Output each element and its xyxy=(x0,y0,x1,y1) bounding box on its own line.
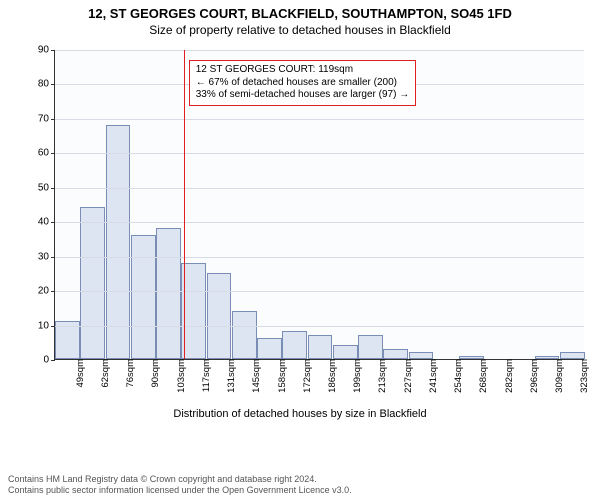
histogram-bar xyxy=(131,235,156,359)
y-tick-mark xyxy=(51,326,55,327)
histogram-bar xyxy=(80,207,105,359)
y-tick-mark xyxy=(51,188,55,189)
gridline xyxy=(55,188,584,189)
y-tick-mark xyxy=(51,153,55,154)
histogram-bar xyxy=(207,273,232,359)
reference-line xyxy=(184,50,185,359)
gridline xyxy=(55,119,584,120)
chart-title-main: 12, ST GEORGES COURT, BLACKFIELD, SOUTHA… xyxy=(0,6,600,21)
x-tick-label: 131sqm xyxy=(222,359,237,393)
gridline xyxy=(55,222,584,223)
x-tick-label: 158sqm xyxy=(273,359,288,393)
histogram-bar xyxy=(106,125,131,359)
x-tick-label: 117sqm xyxy=(197,359,212,392)
x-tick-label: 145sqm xyxy=(247,359,262,393)
y-tick-mark xyxy=(51,222,55,223)
annotation-line: ← 67% of detached houses are smaller (20… xyxy=(196,77,409,90)
gridline xyxy=(55,291,584,292)
footer-attribution: Contains HM Land Registry data © Crown c… xyxy=(8,474,592,497)
x-tick-label: 76sqm xyxy=(121,359,136,388)
chart-title-block: 12, ST GEORGES COURT, BLACKFIELD, SOUTHA… xyxy=(0,0,600,37)
y-tick-mark xyxy=(51,50,55,51)
x-tick-label: 309sqm xyxy=(550,359,565,393)
chart-container: Number of detached properties 0102030405… xyxy=(0,42,600,422)
x-tick-label: 62sqm xyxy=(96,359,111,388)
y-tick-mark xyxy=(51,257,55,258)
x-tick-label: 103sqm xyxy=(172,359,187,393)
footer-line-2: Contains public sector information licen… xyxy=(8,485,592,496)
histogram-bar xyxy=(358,335,383,359)
x-tick-label: 199sqm xyxy=(348,359,363,393)
histogram-bar xyxy=(383,349,408,359)
x-tick-label: 296sqm xyxy=(525,359,540,393)
histogram-bar xyxy=(308,335,333,359)
gridline xyxy=(55,257,584,258)
annotation-line: 12 ST GEORGES COURT: 119sqm xyxy=(196,64,409,77)
gridline xyxy=(55,50,584,51)
x-tick-label: 227sqm xyxy=(399,359,414,393)
chart-title-sub: Size of property relative to detached ho… xyxy=(0,23,600,37)
y-tick-mark xyxy=(51,291,55,292)
plot-area: 010203040506070809049sqm62sqm76sqm90sqm1… xyxy=(54,50,584,360)
footer-line-1: Contains HM Land Registry data © Crown c… xyxy=(8,474,592,485)
x-tick-label: 241sqm xyxy=(424,359,439,393)
x-tick-label: 90sqm xyxy=(146,359,161,388)
x-tick-label: 186sqm xyxy=(323,359,338,393)
y-tick-mark xyxy=(51,84,55,85)
y-tick-mark xyxy=(51,360,55,361)
histogram-bar xyxy=(232,311,257,359)
x-tick-label: 254sqm xyxy=(449,359,464,393)
x-tick-label: 282sqm xyxy=(500,359,515,393)
histogram-bar xyxy=(55,321,80,359)
x-tick-label: 213sqm xyxy=(373,359,388,393)
x-tick-label: 172sqm xyxy=(298,359,313,393)
x-tick-label: 268sqm xyxy=(474,359,489,393)
annotation-line: 33% of semi-detached houses are larger (… xyxy=(196,89,409,102)
gridline xyxy=(55,153,584,154)
annotation-box: 12 ST GEORGES COURT: 119sqm← 67% of deta… xyxy=(189,60,416,106)
histogram-bar xyxy=(257,338,282,359)
histogram-bar xyxy=(181,263,206,359)
x-tick-label: 49sqm xyxy=(71,359,86,388)
y-tick-mark xyxy=(51,119,55,120)
gridline xyxy=(55,326,584,327)
x-axis-label: Distribution of detached houses by size … xyxy=(0,408,600,420)
x-tick-label: 323sqm xyxy=(575,359,590,393)
histogram-bar xyxy=(333,345,358,359)
histogram-bar xyxy=(282,331,307,359)
histogram-bar xyxy=(156,228,181,359)
